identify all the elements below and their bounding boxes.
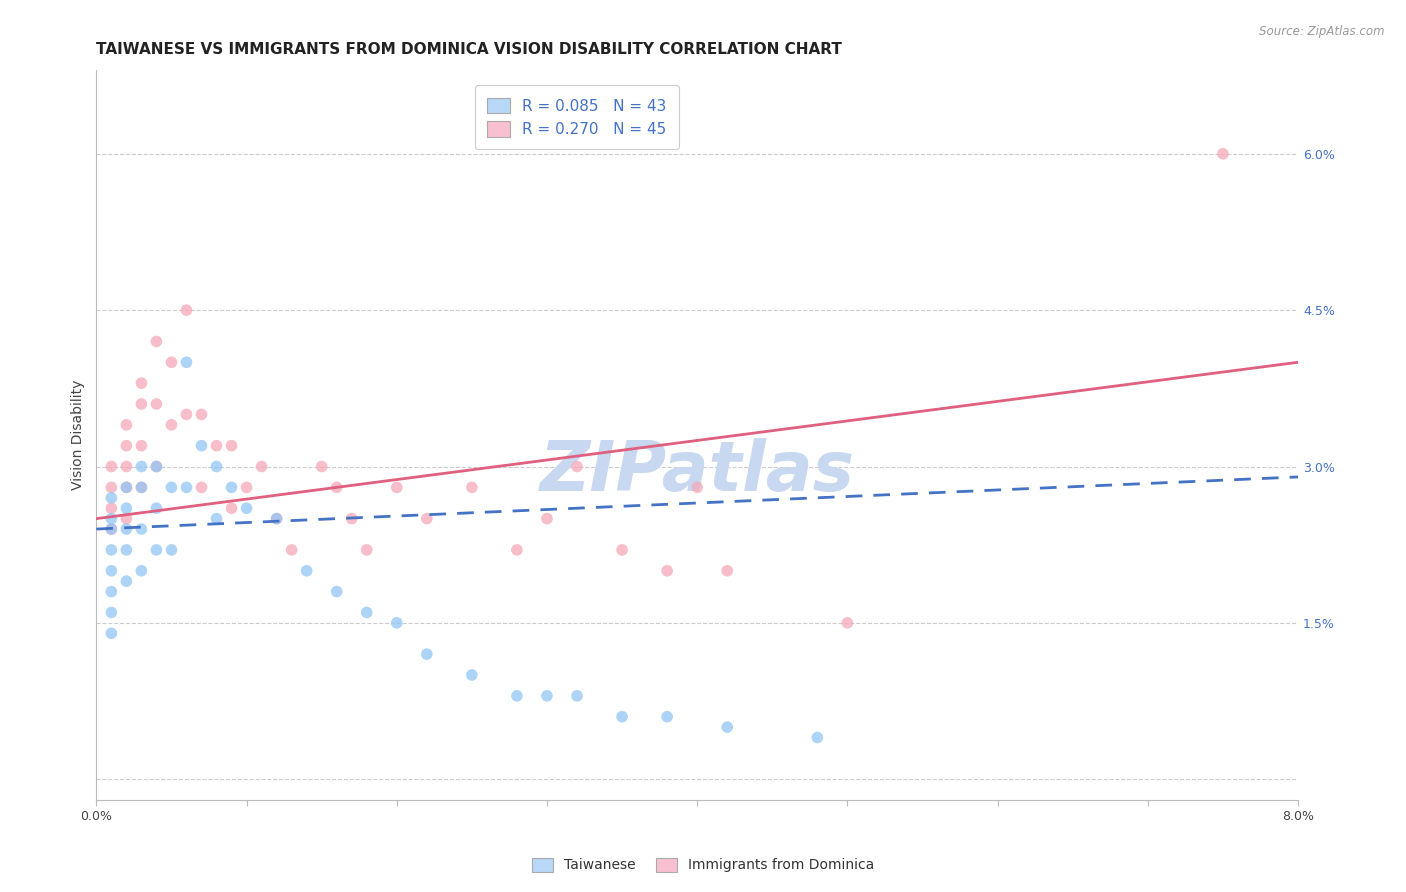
Point	[235, 480, 257, 494]
Point	[716, 720, 738, 734]
Point	[115, 417, 138, 432]
Point	[100, 584, 122, 599]
Point	[145, 397, 167, 411]
Point	[356, 542, 378, 557]
Point	[115, 522, 138, 536]
Point	[115, 480, 138, 494]
Point	[145, 501, 167, 516]
Point	[416, 511, 439, 525]
Point	[655, 564, 678, 578]
Point	[536, 689, 558, 703]
Point	[610, 542, 633, 557]
Point	[160, 542, 183, 557]
Point	[176, 355, 198, 369]
Text: ZIPatlas: ZIPatlas	[540, 438, 855, 505]
Point	[461, 480, 484, 494]
Point	[280, 542, 302, 557]
Point	[221, 439, 243, 453]
Point	[100, 564, 122, 578]
Point	[160, 355, 183, 369]
Point	[190, 439, 212, 453]
Point	[311, 459, 333, 474]
Point	[506, 542, 529, 557]
Point	[160, 480, 183, 494]
Point	[115, 511, 138, 525]
Point	[385, 480, 408, 494]
Point	[145, 542, 167, 557]
Point	[565, 689, 588, 703]
Point	[686, 480, 709, 494]
Point	[100, 522, 122, 536]
Point	[190, 408, 212, 422]
Point	[837, 615, 859, 630]
Point	[115, 574, 138, 589]
Point	[131, 439, 153, 453]
Point	[190, 480, 212, 494]
Point	[266, 511, 288, 525]
Point	[205, 439, 228, 453]
Point	[221, 501, 243, 516]
Y-axis label: Vision Disability: Vision Disability	[72, 380, 86, 491]
Point	[295, 564, 318, 578]
Point	[205, 511, 228, 525]
Point	[131, 480, 153, 494]
Point	[131, 376, 153, 391]
Point	[160, 417, 183, 432]
Legend: R = 0.085   N = 43, R = 0.270   N = 45: R = 0.085 N = 43, R = 0.270 N = 45	[475, 86, 679, 150]
Point	[131, 564, 153, 578]
Point	[325, 584, 347, 599]
Text: Source: ZipAtlas.com: Source: ZipAtlas.com	[1260, 25, 1385, 38]
Point	[266, 511, 288, 525]
Point	[100, 522, 122, 536]
Point	[131, 522, 153, 536]
Point	[506, 689, 529, 703]
Point	[100, 511, 122, 525]
Point	[115, 439, 138, 453]
Point	[131, 459, 153, 474]
Text: TAIWANESE VS IMMIGRANTS FROM DOMINICA VISION DISABILITY CORRELATION CHART: TAIWANESE VS IMMIGRANTS FROM DOMINICA VI…	[97, 42, 842, 57]
Point	[115, 459, 138, 474]
Point	[100, 542, 122, 557]
Point	[100, 491, 122, 505]
Point	[235, 501, 257, 516]
Point	[115, 542, 138, 557]
Point	[131, 480, 153, 494]
Legend: Taiwanese, Immigrants from Dominica: Taiwanese, Immigrants from Dominica	[526, 852, 880, 878]
Point	[145, 459, 167, 474]
Point	[536, 511, 558, 525]
Point	[115, 501, 138, 516]
Point	[325, 480, 347, 494]
Point	[461, 668, 484, 682]
Point	[1212, 146, 1234, 161]
Point	[205, 459, 228, 474]
Point	[145, 334, 167, 349]
Point	[100, 626, 122, 640]
Point	[176, 408, 198, 422]
Point	[716, 564, 738, 578]
Point	[806, 731, 828, 745]
Point	[610, 709, 633, 723]
Point	[176, 480, 198, 494]
Point	[655, 709, 678, 723]
Point	[100, 480, 122, 494]
Point	[145, 459, 167, 474]
Point	[176, 303, 198, 318]
Point	[115, 480, 138, 494]
Point	[416, 647, 439, 661]
Point	[565, 459, 588, 474]
Point	[250, 459, 273, 474]
Point	[100, 501, 122, 516]
Point	[221, 480, 243, 494]
Point	[356, 606, 378, 620]
Point	[385, 615, 408, 630]
Point	[100, 459, 122, 474]
Point	[100, 606, 122, 620]
Point	[340, 511, 363, 525]
Point	[131, 397, 153, 411]
